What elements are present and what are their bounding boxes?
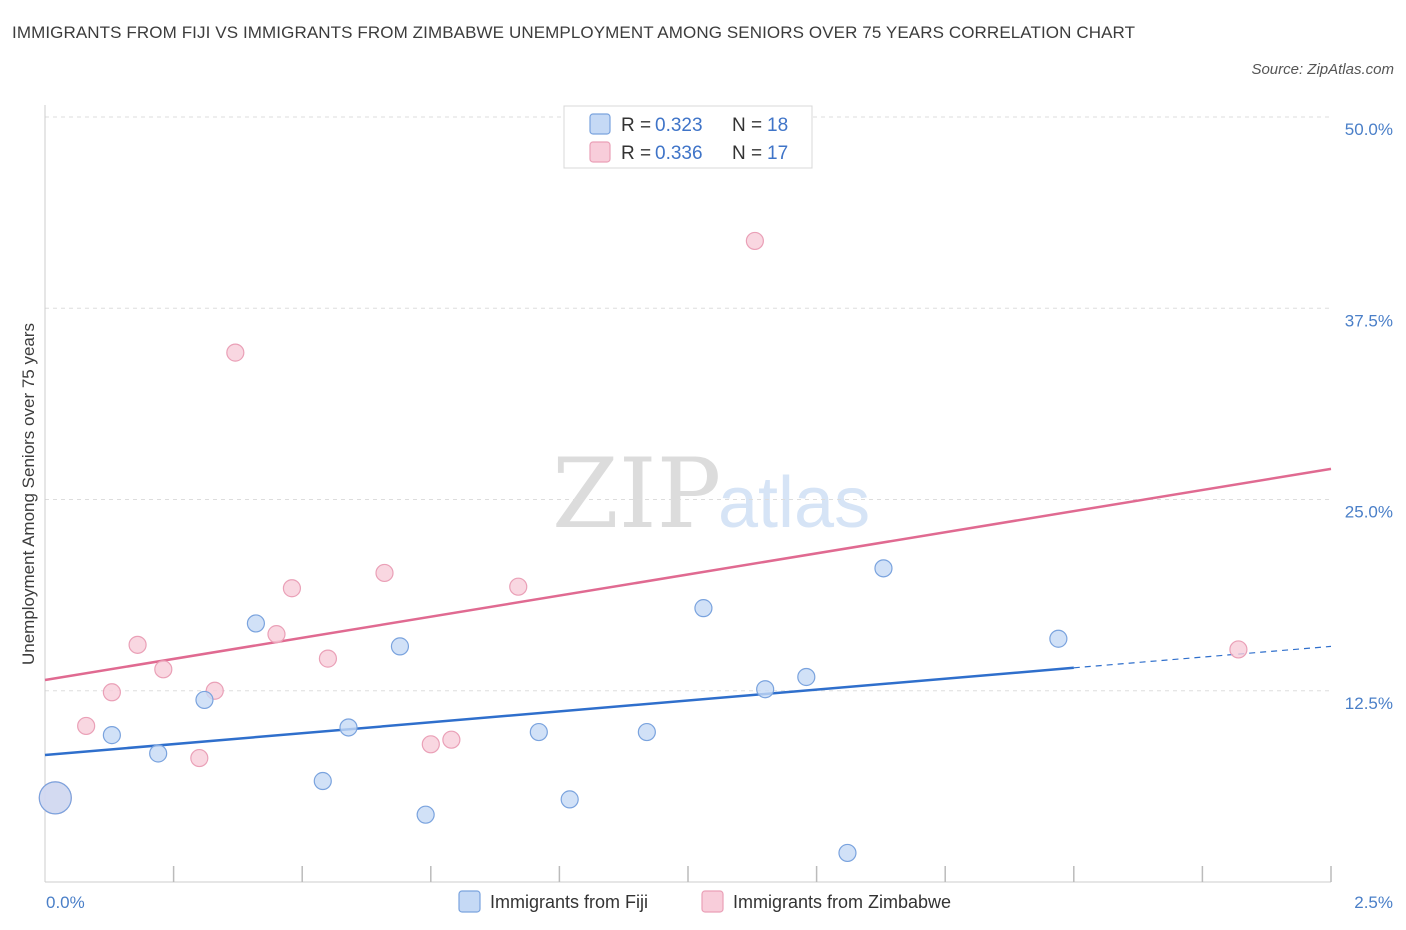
- point-fiji-14: [797, 667, 816, 687]
- point-zimbabwe-15: [745, 231, 764, 251]
- point-zimbabwe-1: [77, 716, 96, 736]
- point-zimbabwe-11: [375, 563, 394, 583]
- x-tick-label-max: 2.5%: [1354, 893, 1393, 912]
- legend-zim-r-value: 0.336: [655, 143, 703, 164]
- x-tick-label-min: 0.0%: [46, 893, 85, 912]
- trend-line-fiji: [44, 666, 1074, 757]
- point-zimbabwe-4: [154, 660, 173, 679]
- point-zimbabwe-14: [509, 577, 528, 596]
- point-fiji-5: [313, 771, 332, 791]
- bottom-legend-swatch-fiji: [458, 890, 481, 913]
- legend-zim-r-label: R =: [621, 143, 651, 164]
- legend-swatch-fiji: [589, 113, 611, 135]
- source-credit: Source: ZipAtlas.com: [1251, 61, 1394, 78]
- point-fiji-8: [416, 805, 435, 824]
- point-fiji-12: [694, 599, 713, 618]
- legend-zim-n-label: N =: [732, 143, 762, 164]
- point-fiji-6: [339, 718, 358, 737]
- point-fiji-17: [1049, 629, 1068, 648]
- watermark-atlas: atlas: [718, 463, 870, 543]
- y-tick-label-0: 12.5%: [1345, 694, 1393, 713]
- y-tick-label-2: 37.5%: [1345, 311, 1393, 330]
- point-zimbabwe-9: [282, 579, 302, 598]
- legend-swatch-zimbabwe: [589, 141, 611, 163]
- point-zimbabwe-7: [226, 343, 245, 362]
- point-zimbabwe-16: [1229, 640, 1248, 659]
- point-fiji-13: [756, 680, 775, 699]
- point-fiji-1: [102, 726, 121, 745]
- watermark-zip: ZIP: [552, 438, 721, 550]
- point-fiji-4: [246, 614, 266, 633]
- point-fiji-15: [838, 843, 857, 863]
- gridlines: [45, 116, 1331, 692]
- point-zimbabwe-2: [102, 683, 121, 702]
- trend-line-zimbabwe: [44, 467, 1332, 682]
- legend-fiji-n-label: N =: [732, 115, 762, 136]
- scatter-points: [38, 231, 1248, 863]
- point-fiji-16: [874, 559, 893, 578]
- point-fiji-0: [38, 781, 72, 815]
- bottom-legend-label-fiji: Immigrants from Fiji: [490, 892, 648, 912]
- chart-title: IMMIGRANTS FROM FIJI VS IMMIGRANTS FROM …: [12, 23, 1136, 42]
- point-fiji-3: [195, 690, 214, 710]
- bottom-legend-swatch-zimbabwe: [701, 890, 724, 913]
- point-fiji-11: [637, 722, 656, 742]
- trend-line-fiji-extension: [1073, 645, 1332, 669]
- legend-box: R = 0.323 N = 18 R = 0.336 N = 17: [563, 105, 813, 169]
- y-tick-label-3: 50.0%: [1345, 120, 1393, 139]
- bottom-legend-label-zimbabwe: Immigrants from Zimbabwe: [733, 892, 951, 912]
- legend-fiji-r-label: R =: [621, 115, 651, 136]
- point-zimbabwe-13: [442, 730, 461, 749]
- legend-fiji-n-value: 18: [767, 115, 788, 136]
- legend-zim-n-value: 17: [767, 143, 788, 164]
- point-fiji-9: [529, 722, 548, 742]
- point-zimbabwe-3: [128, 635, 147, 654]
- point-zimbabwe-5: [190, 748, 209, 768]
- point-zimbabwe-10: [318, 649, 338, 668]
- bottom-legend: Immigrants from Fiji Immigrants from Zim…: [458, 890, 951, 913]
- point-zimbabwe-12: [421, 735, 440, 754]
- x-tick-marks: [172, 866, 1332, 882]
- y-axis-label: Unemployment Among Seniors over 75 years: [19, 323, 38, 665]
- point-fiji-2: [149, 744, 168, 763]
- y-tick-labels: 12.5% 25.0% 37.5% 50.0%: [1345, 120, 1393, 713]
- trend-lines: [44, 467, 1332, 757]
- point-zimbabwe-8: [267, 625, 286, 644]
- y-tick-label-1: 25.0%: [1345, 503, 1393, 522]
- point-fiji-7: [390, 637, 410, 656]
- point-fiji-10: [560, 790, 579, 809]
- legend-fiji-r-value: 0.323: [655, 115, 703, 136]
